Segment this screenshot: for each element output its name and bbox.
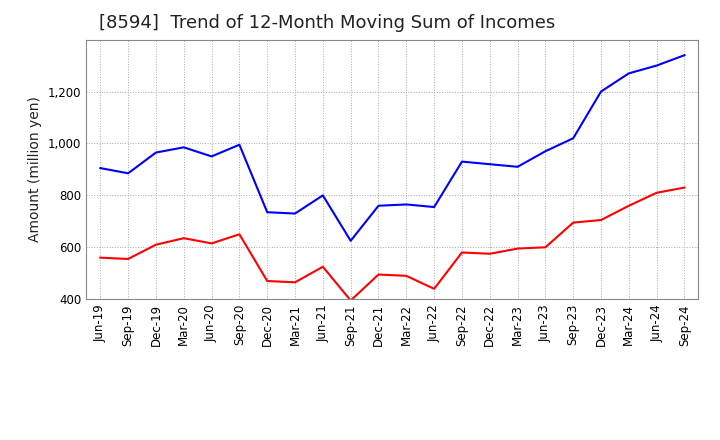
Net Income xyxy=(541,245,550,250)
Ordinary Income xyxy=(597,89,606,94)
Ordinary Income xyxy=(124,171,132,176)
Ordinary Income xyxy=(430,205,438,210)
Ordinary Income xyxy=(680,52,689,58)
Net Income xyxy=(152,242,161,247)
Net Income xyxy=(263,279,271,284)
Ordinary Income xyxy=(541,149,550,154)
Ordinary Income xyxy=(152,150,161,155)
Net Income xyxy=(235,231,243,237)
Net Income xyxy=(624,203,633,209)
Ordinary Income xyxy=(569,136,577,141)
Net Income xyxy=(179,235,188,241)
Ordinary Income xyxy=(263,209,271,215)
Ordinary Income xyxy=(179,145,188,150)
Net Income xyxy=(513,246,522,251)
Ordinary Income xyxy=(374,203,383,209)
Ordinary Income xyxy=(291,211,300,216)
Net Income xyxy=(207,241,216,246)
Ordinary Income xyxy=(235,142,243,147)
Net Income xyxy=(569,220,577,225)
Net Income xyxy=(652,190,661,195)
Net Income xyxy=(318,264,327,269)
Line: Net Income: Net Income xyxy=(100,187,685,301)
Ordinary Income xyxy=(458,159,467,164)
Line: Ordinary Income: Ordinary Income xyxy=(100,55,685,241)
Text: [8594]  Trend of 12-Month Moving Sum of Incomes: [8594] Trend of 12-Month Moving Sum of I… xyxy=(99,15,555,33)
Ordinary Income xyxy=(96,165,104,171)
Net Income xyxy=(597,217,606,223)
Ordinary Income xyxy=(652,63,661,68)
Net Income xyxy=(680,185,689,190)
Net Income xyxy=(96,255,104,260)
Ordinary Income xyxy=(346,238,355,243)
Net Income xyxy=(458,250,467,255)
Net Income xyxy=(430,286,438,291)
Net Income xyxy=(124,257,132,262)
Net Income xyxy=(485,251,494,257)
Ordinary Income xyxy=(207,154,216,159)
Ordinary Income xyxy=(485,161,494,167)
Net Income xyxy=(402,273,410,279)
Ordinary Income xyxy=(402,202,410,207)
Net Income xyxy=(291,280,300,285)
Y-axis label: Amount (million yen): Amount (million yen) xyxy=(29,96,42,242)
Ordinary Income xyxy=(624,71,633,76)
Net Income xyxy=(346,298,355,303)
Ordinary Income xyxy=(318,193,327,198)
Ordinary Income xyxy=(513,164,522,169)
Net Income xyxy=(374,272,383,277)
